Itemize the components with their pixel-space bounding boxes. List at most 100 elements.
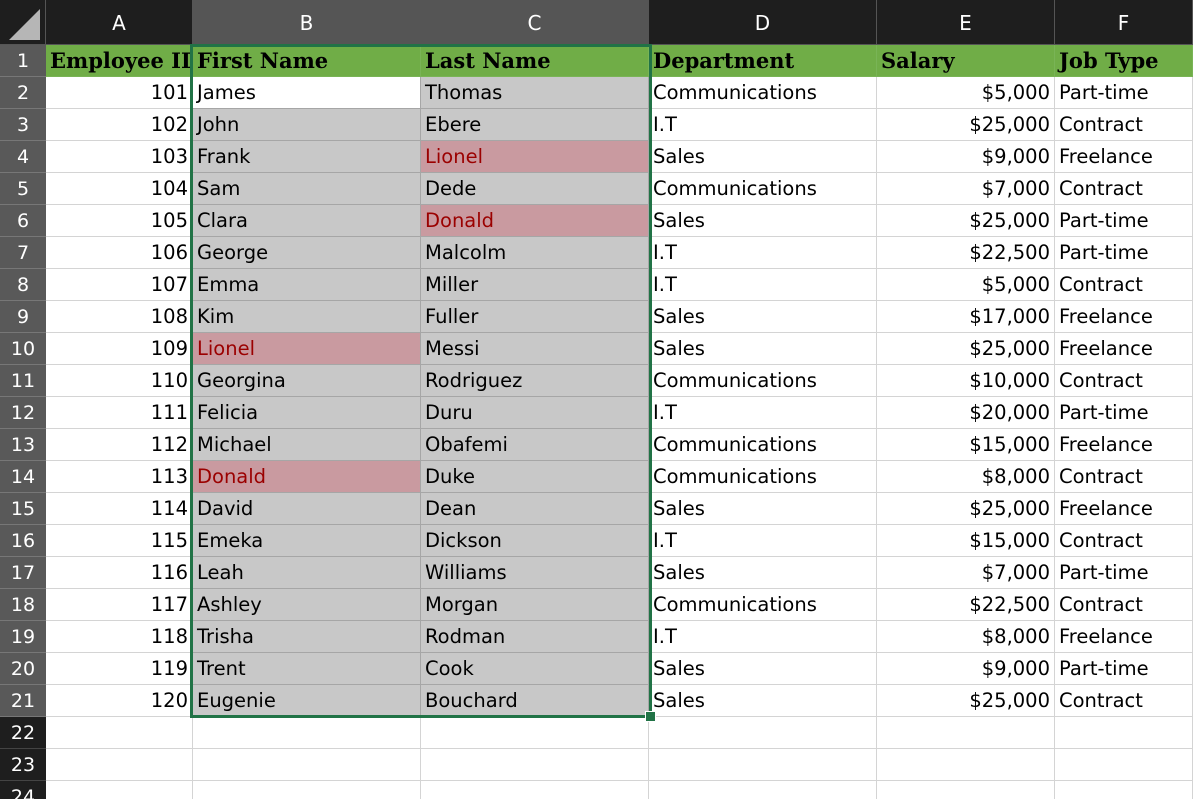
cell-a23[interactable] xyxy=(46,749,193,781)
cell-c11[interactable]: Rodriguez xyxy=(421,365,649,397)
cell-e7[interactable]: $22,500 xyxy=(877,237,1055,269)
row-header-14[interactable]: 14 xyxy=(0,461,46,493)
cell-d10[interactable]: Sales xyxy=(649,333,877,365)
cell-f14[interactable]: Contract xyxy=(1055,461,1193,493)
row-header-6[interactable]: 6 xyxy=(0,205,46,237)
cell-b8[interactable]: Emma xyxy=(193,269,421,301)
cell-d13[interactable]: Communications xyxy=(649,429,877,461)
cell-d17[interactable]: Sales xyxy=(649,557,877,589)
cell-e23[interactable] xyxy=(877,749,1055,781)
cell-f24[interactable] xyxy=(1055,781,1193,799)
row-header-3[interactable]: 3 xyxy=(0,109,46,141)
cell-e13[interactable]: $15,000 xyxy=(877,429,1055,461)
cell-b23[interactable] xyxy=(193,749,421,781)
cell-d3[interactable]: I.T xyxy=(649,109,877,141)
cell-e15[interactable]: $25,000 xyxy=(877,493,1055,525)
cell-e9[interactable]: $17,000 xyxy=(877,301,1055,333)
cell-a12[interactable]: 111 xyxy=(46,397,193,429)
row-header-24[interactable]: 24 xyxy=(0,781,46,799)
cell-a16[interactable]: 115 xyxy=(46,525,193,557)
column-header-d[interactable]: D xyxy=(649,0,877,45)
cell-f16[interactable]: Contract xyxy=(1055,525,1193,557)
cell-e18[interactable]: $22,500 xyxy=(877,589,1055,621)
cell-b3[interactable]: John xyxy=(193,109,421,141)
cell-c9[interactable]: Fuller xyxy=(421,301,649,333)
cell-b15[interactable]: David xyxy=(193,493,421,525)
header-cell-f[interactable]: Job Type xyxy=(1055,45,1193,77)
cell-d24[interactable] xyxy=(649,781,877,799)
cell-e6[interactable]: $25,000 xyxy=(877,205,1055,237)
cell-e2[interactable]: $5,000 xyxy=(877,77,1055,109)
cell-b2[interactable]: James xyxy=(193,77,421,109)
header-cell-c[interactable]: Last Name xyxy=(421,45,649,77)
cell-f23[interactable] xyxy=(1055,749,1193,781)
row-header-7[interactable]: 7 xyxy=(0,237,46,269)
cell-f20[interactable]: Part-time xyxy=(1055,653,1193,685)
cell-b21[interactable]: Eugenie xyxy=(193,685,421,717)
column-header-c[interactable]: C xyxy=(421,0,649,45)
cell-a7[interactable]: 106 xyxy=(46,237,193,269)
cell-d7[interactable]: I.T xyxy=(649,237,877,269)
header-cell-d[interactable]: Department xyxy=(649,45,877,77)
cell-f22[interactable] xyxy=(1055,717,1193,749)
cell-f4[interactable]: Freelance xyxy=(1055,141,1193,173)
cell-f8[interactable]: Contract xyxy=(1055,269,1193,301)
cell-d14[interactable]: Communications xyxy=(649,461,877,493)
cell-b18[interactable]: Ashley xyxy=(193,589,421,621)
cell-a15[interactable]: 114 xyxy=(46,493,193,525)
cell-d11[interactable]: Communications xyxy=(649,365,877,397)
cell-b6[interactable]: Clara xyxy=(193,205,421,237)
cell-b14[interactable]: Donald xyxy=(193,461,421,493)
cell-f5[interactable]: Contract xyxy=(1055,173,1193,205)
cell-c17[interactable]: Williams xyxy=(421,557,649,589)
cell-c16[interactable]: Dickson xyxy=(421,525,649,557)
cell-a10[interactable]: 109 xyxy=(46,333,193,365)
cell-e3[interactable]: $25,000 xyxy=(877,109,1055,141)
cell-c22[interactable] xyxy=(421,717,649,749)
cell-e20[interactable]: $9,000 xyxy=(877,653,1055,685)
cell-e12[interactable]: $20,000 xyxy=(877,397,1055,429)
cell-c20[interactable]: Cook xyxy=(421,653,649,685)
cell-f11[interactable]: Contract xyxy=(1055,365,1193,397)
cell-f10[interactable]: Freelance xyxy=(1055,333,1193,365)
row-header-8[interactable]: 8 xyxy=(0,269,46,301)
cell-b19[interactable]: Trisha xyxy=(193,621,421,653)
row-header-13[interactable]: 13 xyxy=(0,429,46,461)
cell-a20[interactable]: 119 xyxy=(46,653,193,685)
cell-b17[interactable]: Leah xyxy=(193,557,421,589)
cell-e10[interactable]: $25,000 xyxy=(877,333,1055,365)
cell-b20[interactable]: Trent xyxy=(193,653,421,685)
cell-c18[interactable]: Morgan xyxy=(421,589,649,621)
cell-b10[interactable]: Lionel xyxy=(193,333,421,365)
cell-b13[interactable]: Michael xyxy=(193,429,421,461)
cell-a24[interactable] xyxy=(46,781,193,799)
row-header-9[interactable]: 9 xyxy=(0,301,46,333)
cell-f15[interactable]: Freelance xyxy=(1055,493,1193,525)
cell-f21[interactable]: Contract xyxy=(1055,685,1193,717)
cell-b22[interactable] xyxy=(193,717,421,749)
cell-f18[interactable]: Contract xyxy=(1055,589,1193,621)
cell-c21[interactable]: Bouchard xyxy=(421,685,649,717)
cell-c5[interactable]: Dede xyxy=(421,173,649,205)
row-header-20[interactable]: 20 xyxy=(0,653,46,685)
cell-e24[interactable] xyxy=(877,781,1055,799)
cell-b9[interactable]: Kim xyxy=(193,301,421,333)
cell-a8[interactable]: 107 xyxy=(46,269,193,301)
cell-b16[interactable]: Emeka xyxy=(193,525,421,557)
cell-f3[interactable]: Contract xyxy=(1055,109,1193,141)
cell-a6[interactable]: 105 xyxy=(46,205,193,237)
row-header-17[interactable]: 17 xyxy=(0,557,46,589)
cell-c15[interactable]: Dean xyxy=(421,493,649,525)
cell-d6[interactable]: Sales xyxy=(649,205,877,237)
cell-f13[interactable]: Freelance xyxy=(1055,429,1193,461)
cell-f6[interactable]: Part-time xyxy=(1055,205,1193,237)
cell-c2[interactable]: Thomas xyxy=(421,77,649,109)
cell-a14[interactable]: 113 xyxy=(46,461,193,493)
cell-c14[interactable]: Duke xyxy=(421,461,649,493)
cell-b7[interactable]: George xyxy=(193,237,421,269)
row-header-22[interactable]: 22 xyxy=(0,717,46,749)
fill-handle[interactable] xyxy=(645,711,656,722)
cell-a2[interactable]: 101 xyxy=(46,77,193,109)
cell-e4[interactable]: $9,000 xyxy=(877,141,1055,173)
row-header-11[interactable]: 11 xyxy=(0,365,46,397)
